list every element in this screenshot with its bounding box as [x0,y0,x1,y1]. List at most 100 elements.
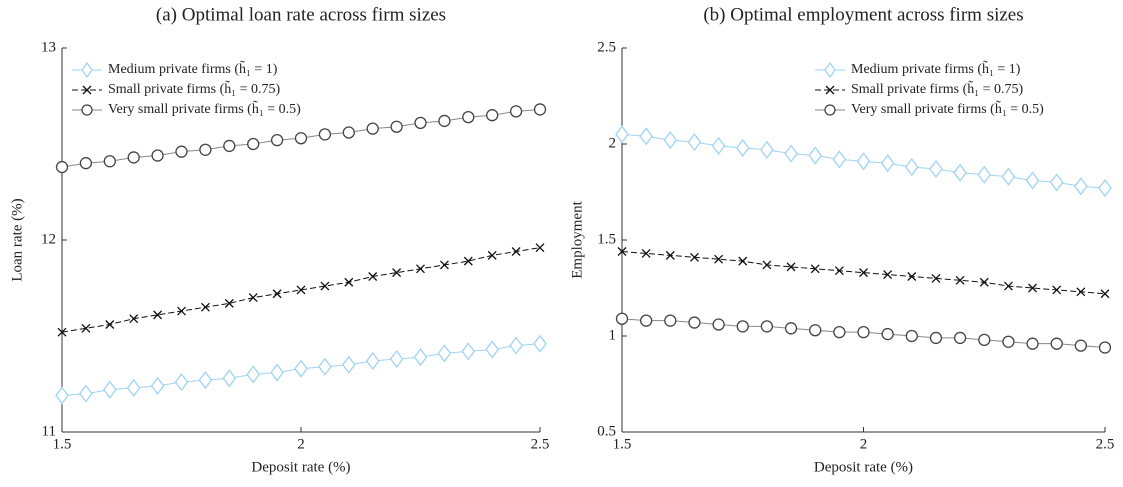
legend-marker [824,61,836,79]
marker-circle [688,316,701,329]
marker-circle [615,312,629,325]
marker-x [738,256,748,266]
marker-x [177,306,186,316]
marker-circle [1074,339,1087,352]
marker-x [248,293,258,303]
y-axis-label: Employment [569,200,585,278]
marker-circle [857,326,870,339]
marker-circle [414,116,427,130]
marker-diamond [832,150,847,169]
x-tick-label: 1.5 [613,436,632,452]
y-tick-label: 2 [609,135,617,151]
legend-label: Small private firms (h̃₁ = 0.75) [108,80,281,97]
marker-diamond [1001,167,1016,186]
marker-diamond [509,336,523,355]
marker-x [200,302,210,312]
marker-circle [736,320,749,333]
marker-circle [294,132,308,145]
marker-x [883,270,893,280]
marker-circle [1026,337,1039,350]
marker-circle [103,155,116,168]
x-tick-label: 1.5 [53,436,72,452]
marker-circle [127,151,140,164]
legend-marker [81,61,93,79]
y-tick-label: 1 [609,327,617,343]
legend-label: Small private firms (h̃₁ = 0.75) [851,80,1024,97]
marker-x [105,320,115,329]
marker-circle [784,322,798,335]
marker-x [955,275,965,285]
marker-diamond [856,152,871,171]
marker-circle [809,324,822,337]
marker-diamond [808,146,823,165]
marker-x [979,277,989,287]
legend-label: Very small private firms (h̃₁ = 0.5) [851,100,1044,117]
marker-x [714,254,724,264]
marker-circle [247,137,260,151]
marker-circle [664,314,677,327]
marker-circle [1002,335,1015,348]
marker-x [320,281,330,291]
legend-label: Medium private firms (h̃₁ = 1) [851,60,1021,77]
marker-circle [881,327,894,341]
marker-x [931,273,941,283]
marker-circle [1050,337,1063,350]
marker-diamond [533,334,547,353]
x-axis-label: Deposit rate (%) [814,459,913,475]
marker-x [344,277,354,287]
marker-diamond [246,365,261,384]
y-tick-label: 2.5 [597,39,616,55]
marker-diamond [639,127,653,146]
marker-circle [1098,341,1112,354]
marker-diamond [760,140,774,159]
marker-diamond [880,154,895,173]
marker-x [224,298,234,308]
marker-circle [438,114,451,128]
marker-diamond [174,372,189,392]
marker-diamond [711,136,726,156]
y-tick-label: 12 [41,231,56,247]
marker-diamond [1025,171,1040,190]
y-tick-label: 0.5 [597,423,616,439]
marker-diamond [953,163,967,182]
marker-diamond [270,363,284,382]
marker-circle [366,122,379,135]
marker-circle [486,109,499,122]
marker-circle [151,149,164,162]
marker-diamond [150,376,165,396]
marker-diamond [365,351,380,371]
marker-diamond [687,132,702,152]
marker-diamond [341,355,356,374]
x-tick-label: 2.5 [1096,436,1115,452]
marker-diamond [79,384,93,403]
marker-diamond [222,369,237,388]
marker-diamond [437,344,452,363]
marker-x [81,323,91,333]
marker-diamond [126,378,141,397]
marker-circle [390,120,403,133]
marker-x [641,248,651,258]
marker-x [487,250,497,260]
marker-x [665,250,675,260]
legend-marker [825,85,835,95]
marker-x [786,262,796,272]
marker-x [416,264,425,274]
marker-diamond [929,159,943,179]
marker-diamond [735,138,750,157]
marker-x [439,260,449,270]
marker-diamond [977,165,992,184]
marker-circle [905,329,918,343]
marker-circle [712,318,725,331]
chart-title: (a) Optimal loan rate across firm sizes [156,4,446,25]
y-tick-label: 11 [42,423,56,439]
marker-circle [318,128,332,141]
marker-x [392,268,402,278]
marker-x [535,243,545,253]
marker-x [1100,289,1110,299]
marker-x [834,266,844,276]
x-tick-label: 2 [297,436,305,452]
marker-x [810,264,820,274]
marker-x [511,247,521,256]
